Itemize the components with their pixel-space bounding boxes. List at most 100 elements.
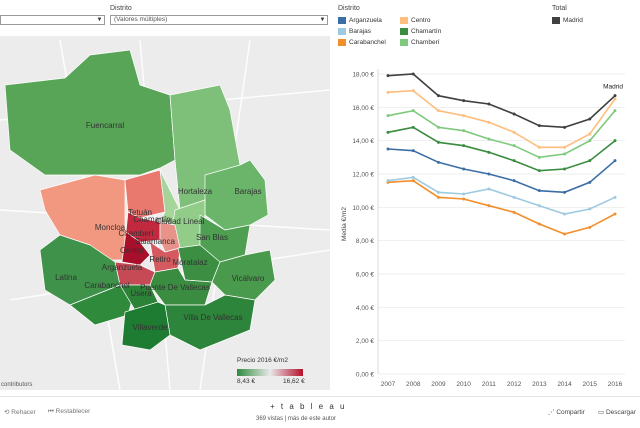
- district-fuencarral[interactable]: [4, 49, 176, 176]
- legend-label: Arganzuela: [349, 17, 382, 24]
- legend-label: Carabanchel: [349, 39, 386, 46]
- legend-total-title: Total: [552, 5, 567, 12]
- series-annotation: Madrid: [603, 84, 623, 91]
- label-arganzuela: Arganzuela: [102, 263, 143, 272]
- color-legend-bar: [237, 369, 303, 376]
- legend-item-arganzuela[interactable]: Arganzuela: [338, 16, 382, 25]
- x-tick-label: 2016: [608, 381, 623, 388]
- x-tick-label: 2007: [381, 381, 396, 388]
- y-tick-label: 16,00 €: [352, 105, 374, 112]
- series-point: [462, 129, 466, 133]
- chart-canvas[interactable]: 0,00 € 2,00 € 4,00 € 6,00 € 8,00 € 10,00 € 12,…: [330, 36, 640, 396]
- y-tick-label: 4,00 €: [356, 305, 374, 312]
- reset-label: Restablecer: [55, 408, 91, 415]
- legend-swatch: [400, 39, 408, 46]
- x-tick-label: 2015: [583, 381, 598, 388]
- views-count[interactable]: 369 vistas | más de este autor: [256, 416, 336, 422]
- series-point: [462, 192, 466, 196]
- label-salamanca: Salamanca: [135, 237, 176, 246]
- legend-swatch: [400, 17, 408, 24]
- series-point: [512, 112, 516, 116]
- legend-item-centro[interactable]: Centro: [400, 16, 431, 25]
- map-canvas[interactable]: Fuencarral Hortaleza Barajas Tetuán Cham…: [0, 36, 330, 390]
- legend-item-chamartín[interactable]: Chamartín: [400, 27, 441, 36]
- district-latina[interactable]: [39, 234, 121, 306]
- series-line-madrid: [387, 73, 616, 129]
- series-point: [436, 125, 440, 129]
- series-line-arganzuela: [387, 148, 616, 194]
- series-point: [588, 117, 592, 121]
- series-point: [537, 169, 541, 173]
- x-tick-label: 2011: [482, 381, 496, 388]
- legend-item-chamberí[interactable]: Chamberí: [400, 38, 440, 47]
- series-point: [386, 130, 390, 134]
- price-line-chart[interactable]: 0,00 € 2,00 € 4,00 € 6,00 € 8,00 € 10,00 € 12,…: [330, 36, 640, 396]
- redo-button[interactable]: ⟲ Rehacer: [4, 408, 36, 416]
- label-chamberi: Chamberí: [118, 229, 154, 238]
- distrito-filter-value: (Valores múltiples): [114, 16, 168, 23]
- label-ciudad-lineal: Ciudad Lineal: [156, 217, 205, 226]
- series-point: [436, 190, 440, 194]
- color-legend: Precio 2016 €/m2 8,43 € 16,62 €: [237, 357, 327, 387]
- label-moratalaz: Moratalaz: [172, 258, 207, 267]
- label-usera: Usera: [130, 289, 152, 298]
- series-point: [613, 109, 617, 113]
- series-point: [512, 144, 516, 148]
- share-label: Compartir: [556, 409, 585, 416]
- distrito-filter-select[interactable]: (Valores múltiples) ▼: [110, 15, 328, 25]
- series-point: [436, 109, 440, 113]
- legend-distrito-title: Distrito: [338, 5, 360, 12]
- legend-swatch: [338, 28, 346, 35]
- district-vicalvaro[interactable]: [211, 249, 276, 301]
- series-point: [411, 175, 415, 179]
- district-carabanchel[interactable]: [69, 284, 133, 326]
- series-point: [386, 179, 390, 183]
- series-line-centro: [387, 89, 616, 149]
- series-point: [613, 195, 617, 199]
- district-villa-de-vallecas[interactable]: [164, 294, 256, 351]
- color-legend-min: 8,43 €: [237, 378, 256, 385]
- district-centro[interactable]: [121, 231, 151, 266]
- legend-item-madrid[interactable]: Madrid: [552, 16, 583, 25]
- series-point: [537, 189, 541, 193]
- series-point: [588, 159, 592, 163]
- share-button[interactable]: ⋰ Compartir: [548, 408, 585, 416]
- y-tick-label: 0,00 €: [356, 372, 374, 379]
- download-icon: ▭: [598, 409, 606, 416]
- y-tick-label: 18,00 €: [352, 72, 374, 79]
- district-tetuan[interactable]: [124, 169, 166, 219]
- series-point: [537, 145, 541, 149]
- download-button[interactable]: ▭ Descargar: [598, 408, 636, 416]
- label-hortaleza: Hortaleza: [178, 187, 213, 196]
- legend-item-barajas[interactable]: Barajas: [338, 27, 371, 36]
- series-point: [613, 97, 617, 101]
- label-san-blas: San Blas: [196, 233, 228, 242]
- tableau-logo[interactable]: + t a b l e a u: [270, 402, 347, 411]
- series-line-chamartín: [387, 126, 616, 172]
- series-point: [487, 120, 491, 124]
- series-line-chamberí: [387, 109, 616, 159]
- x-tick-label: 2014: [557, 381, 572, 388]
- legend-swatch: [338, 17, 346, 24]
- y-axis-label: Media €/m2: [341, 207, 348, 241]
- legend-item-carabanchel[interactable]: Carabanchel: [338, 38, 386, 47]
- series-point: [487, 204, 491, 208]
- reset-icon: ⏮: [48, 408, 56, 415]
- district-retiro[interactable]: [149, 241, 181, 273]
- series-point: [436, 94, 440, 98]
- reset-button[interactable]: ⏮ Restablecer: [48, 408, 90, 416]
- x-tick-label: 2010: [456, 381, 471, 388]
- tableau-footer: ⟲ Rehacer ⏮ Restablecer + t a b l e a u …: [0, 396, 640, 428]
- filter-bar: ▼ Distrito (Valores múltiples) ▼ Distrit…: [0, 0, 640, 46]
- label-tetuan: Tetuán: [128, 208, 152, 217]
- series-point: [613, 212, 617, 216]
- district-map[interactable]: Fuencarral Hortaleza Barajas Tetuán Cham…: [0, 36, 330, 390]
- filter-select-left[interactable]: ▼: [0, 15, 105, 25]
- series-point: [436, 160, 440, 164]
- distrito-filter-label: Distrito: [110, 5, 132, 12]
- district-villaverde[interactable]: [121, 301, 171, 351]
- series-line-barajas: [387, 176, 616, 215]
- label-barajas: Barajas: [234, 187, 261, 196]
- label-chamartin: Chamartín: [133, 215, 170, 224]
- color-legend-title: Precio 2016 €/m2: [237, 357, 288, 364]
